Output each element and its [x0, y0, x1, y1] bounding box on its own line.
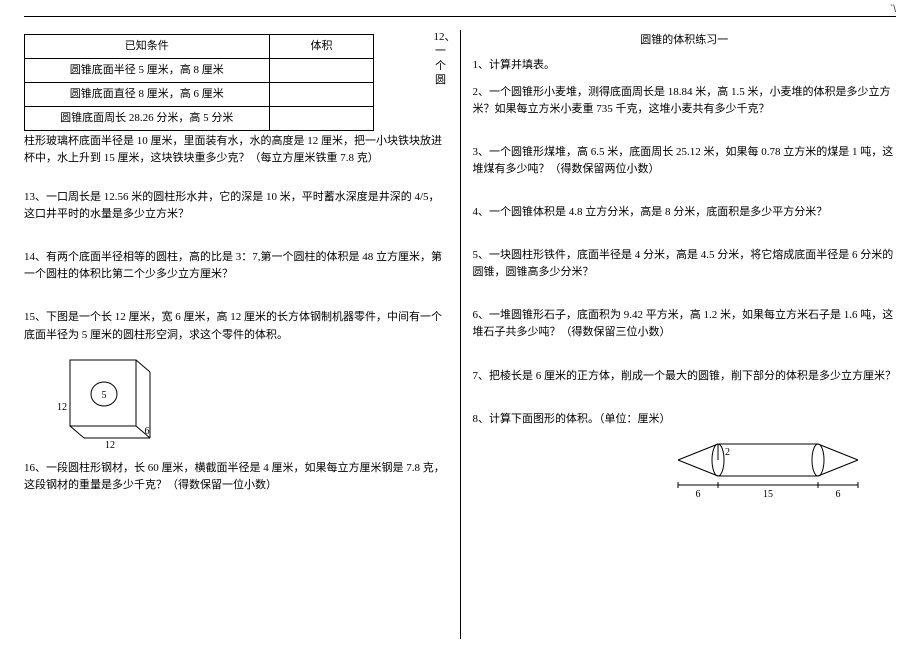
- fig8-d: 2: [725, 447, 730, 458]
- q12-body: 柱形玻璃杯底面半径是 10 厘米，里面装有水，水的高度是 12 厘米，把一小块铁…: [24, 133, 448, 167]
- cone-cylinder-cone-icon: 2 6 15 6: [648, 432, 868, 502]
- fig8-c: 6: [836, 489, 841, 500]
- q15-block: 15、下图是一个长 12 厘米，宽 6 厘米，高 12 厘米的长方体钢制机器零件…: [24, 309, 448, 455]
- fig15-h: 12: [57, 402, 67, 413]
- r-q3: 3、一个圆锥形煤堆，高 6.5 米，底面周长 25.12 米，如果每 0.78 …: [473, 144, 897, 178]
- table-row: 圆锥底面半径 5 厘米，高 8 厘米: [25, 59, 374, 83]
- r-q1: 1、计算并填表。: [473, 57, 897, 74]
- fig8-a: 6: [696, 489, 701, 500]
- fig8-b: 15: [763, 489, 773, 500]
- worksheet-page: `\ 已知条件 体积 圆锥底面半径 5 厘米，高 8 厘米: [0, 0, 920, 651]
- q8-figure: 2 6 15 6: [473, 432, 897, 508]
- r-q5: 5、一块圆柱形铁件，底面半径是 4 分米，高是 4.5 分米，将它熔成底面半径是…: [473, 247, 897, 281]
- td-condition: 圆锥底面周长 28.26 分米，高 5 分米: [25, 107, 270, 131]
- q15-text: 15、下图是一个长 12 厘米，宽 6 厘米，高 12 厘米的长方体钢制机器零件…: [24, 309, 448, 343]
- r-q8: 8、计算下面图形的体积。（单位：厘米）: [473, 411, 897, 428]
- q15-figure: 5 12 6 12: [24, 350, 448, 456]
- r-q7: 7、把棱长是 6 厘米的正方体，削成一个最大的圆锥，削下部分的体积是多少立方厘米…: [473, 368, 897, 385]
- th-volume: 体积: [269, 35, 374, 59]
- two-column-layout: 已知条件 体积 圆锥底面半径 5 厘米，高 8 厘米 圆锥底面直径 8 厘米，高…: [24, 30, 896, 639]
- td-condition: 圆锥底面半径 5 厘米，高 8 厘米: [25, 59, 270, 83]
- td-volume: [269, 83, 374, 107]
- left-column: 已知条件 体积 圆锥底面半径 5 厘米，高 8 厘米 圆锥底面直径 8 厘米，高…: [24, 30, 460, 639]
- table-row: 圆锥底面周长 28.26 分米，高 5 分米: [25, 107, 374, 131]
- td-condition: 圆锥底面直径 8 厘米，高 6 厘米: [25, 83, 270, 107]
- right-column: 圆锥的体积练习一 1、计算并填表。 2、一个圆锥形小麦堆，测得底面周长是 18.…: [460, 30, 897, 639]
- r-q4: 4、一个圆锥体积是 4.8 立方分米，高是 8 分米，底面积是多少平方分米？: [473, 204, 897, 221]
- fig15-w: 12: [105, 440, 115, 450]
- r-q6: 6、一堆圆锥形石子，底面积为 9.42 平方米，高 1.2 米，如果每立方米石子…: [473, 307, 897, 341]
- q12-prefix-vertical: 12、一个圆: [432, 30, 448, 87]
- r-q2: 2、一个圆锥形小麦堆，测得底面周长是 18.84 米，高 1.5 米，小麦堆的体…: [473, 84, 897, 118]
- table-row: 圆锥底面直径 8 厘米，高 6 厘米: [25, 83, 374, 107]
- q12-block: 已知条件 体积 圆锥底面半径 5 厘米，高 8 厘米 圆锥底面直径 8 厘米，高…: [24, 30, 448, 131]
- td-volume: [269, 107, 374, 131]
- table-row: 已知条件 体积: [25, 35, 374, 59]
- q14: 14、有两个底面半径相等的圆柱，高的比是 3：7,第一个圆柱的体积是 48 立方…: [24, 249, 448, 283]
- right-title: 圆锥的体积练习一: [473, 32, 897, 49]
- th-condition: 已知条件: [25, 35, 270, 59]
- q12-table-wrap: 已知条件 体积 圆锥底面半径 5 厘米，高 8 厘米 圆锥底面直径 8 厘米，高…: [24, 30, 432, 131]
- q13: 13、一口周长是 12.56 米的圆柱形水井，它的深是 10 米，平时蓄水深度是…: [24, 189, 448, 223]
- fig15-r: 5: [102, 390, 107, 401]
- q12-prefix-text: 12、一个圆: [434, 31, 456, 86]
- page-top-rule: [24, 16, 896, 17]
- td-volume: [269, 59, 374, 83]
- cuboid-hole-icon: 5 12 6 12: [24, 350, 174, 450]
- page-header-mark: `\: [890, 4, 896, 15]
- cone-conditions-table: 已知条件 体积 圆锥底面半径 5 厘米，高 8 厘米 圆锥底面直径 8 厘米，高…: [24, 34, 374, 131]
- q16: 16、一段圆柱形钢材，长 60 厘米，横截面半径是 4 厘米，如果每立方厘米钢是…: [24, 460, 448, 494]
- fig15-d: 6: [145, 426, 150, 437]
